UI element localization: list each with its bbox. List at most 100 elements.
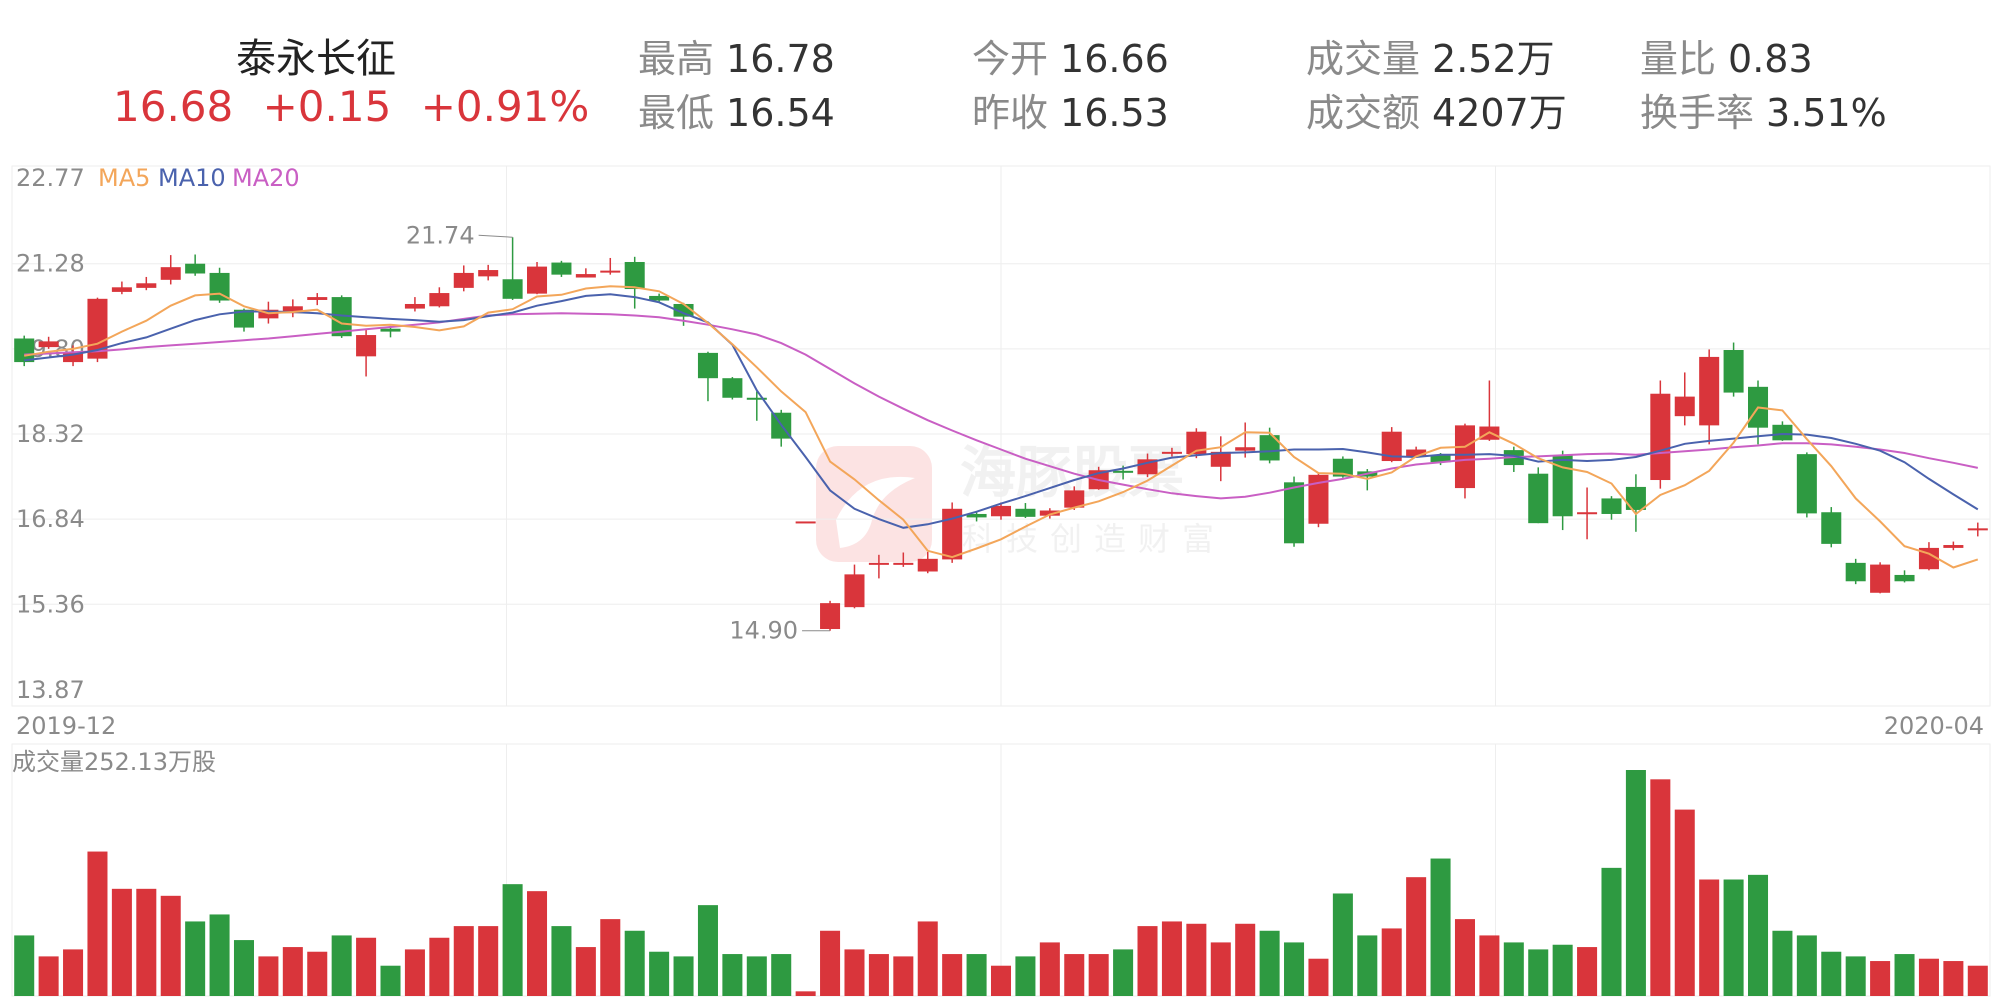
watermark-logo-icon (816, 446, 932, 562)
candle-body (185, 263, 206, 274)
volume-bar (1308, 958, 1329, 996)
volume-bar (1039, 942, 1060, 996)
stat-low: 最低 16.54 (638, 82, 835, 137)
volume-bar (404, 949, 425, 996)
volume-bar (63, 949, 84, 996)
candle-body (1381, 431, 1402, 462)
volume-bar (1943, 961, 1964, 996)
candle-body (1772, 424, 1793, 441)
candle-body (697, 352, 718, 379)
volume-bar (551, 926, 572, 996)
candle-body (1552, 455, 1573, 517)
y-tick-label: 22.77 (16, 164, 85, 192)
stat-label: 量比 (1640, 37, 1717, 81)
volume-bar (1113, 949, 1134, 996)
volume-bar (1161, 921, 1182, 996)
legend-ma5: MA5 (98, 164, 150, 192)
candle-body (1284, 482, 1305, 544)
volume-bar (1284, 942, 1305, 996)
volume-bar (1259, 930, 1280, 996)
stat-value: 16.53 (1060, 91, 1169, 135)
volume-bar (1357, 935, 1378, 996)
max-price-label: 21.74 (406, 221, 475, 249)
volume-bar (1528, 949, 1549, 996)
volume-bar (1503, 942, 1524, 996)
stat-open: 今开 16.66 (972, 28, 1169, 83)
candle-body (356, 335, 377, 357)
candle-body (1845, 562, 1866, 582)
ma5-line (24, 285, 1979, 569)
candle-body (649, 295, 670, 301)
volume-bar (1650, 779, 1671, 996)
volume-bar (136, 888, 157, 996)
volume-bar (1381, 928, 1402, 996)
candle-body (1943, 545, 1964, 548)
candle-body (1210, 451, 1231, 467)
candle-body (331, 297, 352, 337)
candle-body (1430, 455, 1451, 463)
volume-bar (722, 954, 743, 996)
volume-bar (795, 991, 816, 996)
volume-bar (331, 935, 352, 996)
stat-value: 4207万 (1432, 91, 1567, 135)
volume-bar (1332, 893, 1353, 996)
legend-ma20: MA20 (232, 164, 300, 192)
candle-body (453, 272, 474, 288)
volume-bar (111, 888, 132, 996)
candle-body (1308, 474, 1329, 524)
stat-value: 2.52万 (1432, 37, 1555, 81)
y-tick-label: 16.84 (16, 505, 85, 533)
volume-bar (893, 956, 914, 996)
stat-label: 最低 (638, 91, 715, 135)
candlesticks (14, 237, 1988, 631)
stock-name: 泰永长征 (236, 36, 396, 82)
watermark-dolphin-shape (836, 476, 915, 548)
max-leader-line (478, 234, 513, 238)
volume-bar (527, 891, 548, 996)
stat-label: 成交量 (1306, 37, 1421, 81)
candle-body (1259, 435, 1280, 461)
volume-bar (771, 954, 792, 996)
stat-high: 最高 16.78 (638, 28, 835, 83)
volume-bar (917, 921, 938, 996)
extreme-annotations: 21.74 14.90 (406, 221, 831, 645)
stat-volume: 成交量 2.52万 (1306, 28, 1555, 83)
candle-body (575, 274, 596, 278)
volume-bar (1137, 926, 1158, 996)
watermark-slogan: 科技创造财富 (962, 520, 1226, 558)
volume-bar (966, 954, 987, 996)
candle-body (1039, 510, 1060, 516)
volume-bar (1674, 809, 1695, 996)
stat-value: 16.78 (726, 37, 835, 81)
volume-bar (1186, 923, 1207, 996)
volume-bar (1894, 954, 1915, 996)
candle-body (893, 562, 914, 565)
volume-bar (38, 956, 59, 996)
candle-body (1064, 490, 1085, 508)
candle-body (551, 262, 572, 275)
volume-bar (453, 926, 474, 996)
volume-bar (649, 951, 670, 996)
volume-bar (1772, 930, 1793, 996)
volume-bar (478, 926, 499, 996)
candle-body (1967, 528, 1988, 531)
candle-body (136, 283, 157, 288)
price-change-pct: +0.91% (420, 82, 590, 131)
volume-bar (1552, 944, 1573, 996)
candle-body (1577, 512, 1598, 515)
stat-label: 今开 (972, 37, 1049, 81)
candle-body (1332, 458, 1353, 477)
candle-body (1821, 512, 1842, 544)
volume-bar (746, 956, 767, 996)
stat-value: 3.51% (1766, 91, 1887, 135)
candle-body (990, 505, 1012, 517)
volume-bar (282, 947, 303, 996)
candle-body (1601, 498, 1622, 514)
volume-bar (1210, 942, 1231, 996)
candle-body (1870, 564, 1891, 593)
candle-body (1723, 350, 1744, 393)
volume-bars (14, 770, 1988, 996)
volume-bar (868, 954, 889, 996)
legend-ma10: MA10 (158, 164, 226, 192)
stat-label: 昨收 (972, 91, 1049, 135)
